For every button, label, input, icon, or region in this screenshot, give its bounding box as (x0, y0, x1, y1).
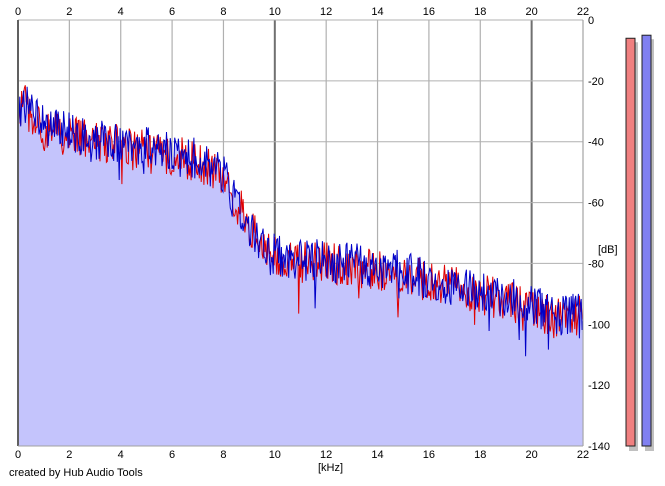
x-tick-label-bottom-7: 14 (371, 449, 383, 461)
x-tick-labels-top: 0 2 4 6 8 10 12 14 16 18 20 22 (15, 6, 589, 18)
x-tick-label-bottom-1: 2 (66, 449, 72, 461)
x-tick-label-top-6: 12 (320, 6, 332, 18)
x-tick-label-top-2: 4 (118, 6, 124, 18)
y-tick-label-1: -20 (588, 76, 604, 88)
x-tick-label-top-5: 10 (269, 6, 281, 18)
x-tick-label-bottom-11: 22 (577, 449, 589, 461)
x-tick-label-bottom-4: 8 (220, 449, 226, 461)
y-tick-label-6: -120 (588, 380, 610, 392)
x-tick-label-top-7: 14 (371, 6, 383, 18)
x-tick-labels-bottom: 0 2 4 6 8 10 12 14 16 18 20 22 (15, 449, 589, 461)
y-axis-label: [dB] (598, 244, 618, 256)
level-meter-0 (625, 37, 636, 447)
y-tick-labels: 0 -20 -40 -60 -80 -100 -120 -140 (588, 15, 610, 453)
x-tick-label-bottom-3: 6 (169, 449, 175, 461)
x-tick-label-bottom-6: 12 (320, 449, 332, 461)
y-tick-label-5: -100 (588, 319, 610, 331)
y-tick-label-3: -60 (588, 198, 604, 210)
x-tick-label-top-11: 22 (577, 6, 589, 18)
x-tick-label-top-1: 2 (66, 6, 72, 18)
x-tick-label-top-10: 20 (526, 6, 538, 18)
series-line-1 (17, 86, 584, 357)
x-tick-label-top-3: 6 (169, 6, 175, 18)
x-tick-label-bottom-9: 18 (474, 449, 486, 461)
credit-text: created by Hub Audio Tools (9, 467, 143, 479)
plot-frame (17, 20, 584, 447)
x-tick-label-bottom-8: 16 (423, 449, 435, 461)
x-axis-label: [kHz] (318, 462, 343, 474)
x-tick-label-top-8: 16 (423, 6, 435, 18)
x-tick-label-bottom-10: 20 (526, 449, 538, 461)
x-tick-label-bottom-2: 4 (118, 449, 124, 461)
x-tick-label-top-9: 18 (474, 6, 486, 18)
y-tick-label-4: -80 (588, 258, 604, 270)
y-tick-label-2: -40 (588, 137, 604, 149)
level-meter-1 (641, 34, 652, 447)
y-tick-label-7: -140 (588, 441, 610, 453)
x-tick-label-bottom-0: 0 (15, 449, 21, 461)
x-tick-label-bottom-5: 10 (269, 449, 281, 461)
level-meters (625, 34, 654, 451)
series-layer (17, 85, 584, 357)
y-tick-label-0: 0 (588, 15, 594, 27)
series-line-0 (17, 85, 584, 339)
x-tick-label-top-0: 0 (15, 6, 21, 18)
x-tick-label-top-4: 8 (220, 6, 226, 18)
